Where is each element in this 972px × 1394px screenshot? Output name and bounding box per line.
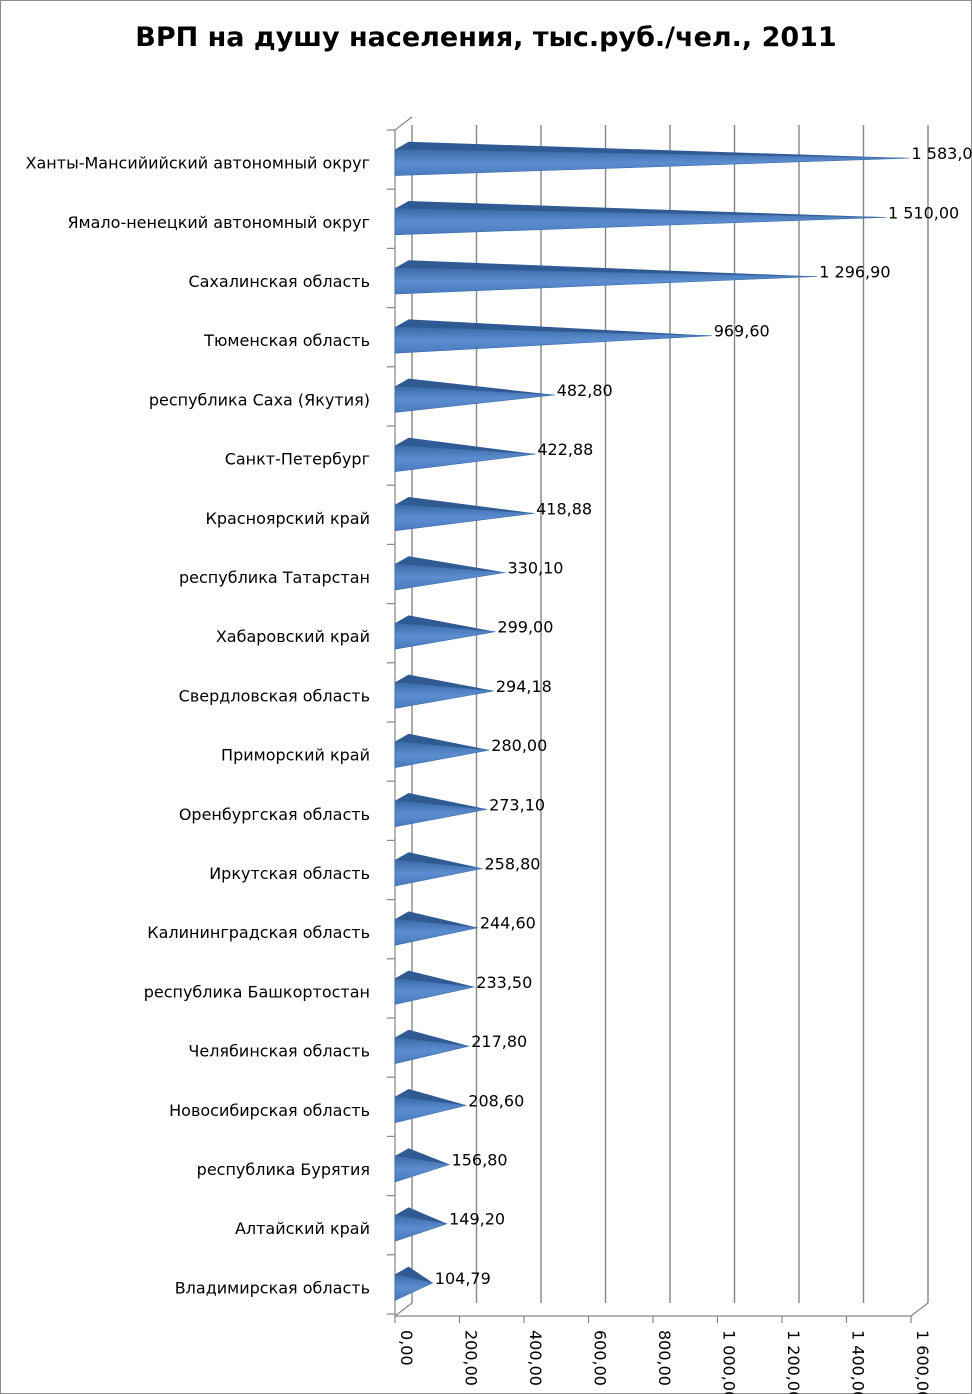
bar-top-face-4	[395, 378, 555, 395]
category-label-9: Свердловская область	[179, 686, 370, 705]
bar-10	[394, 741, 490, 768]
bar-15	[394, 1037, 470, 1064]
x-tick-label-3: 600,00	[591, 1330, 610, 1386]
bar-top-face-19	[395, 1266, 433, 1283]
category-label-0: Ханты-Мансийийский автономный округ	[26, 154, 370, 173]
bar-14	[394, 978, 475, 1005]
value-label-11: 273,10	[489, 795, 545, 814]
category-label-11: Оренбургская область	[179, 805, 370, 824]
value-label-6: 418,88	[536, 499, 592, 518]
value-label-9: 294,18	[496, 677, 552, 696]
value-label-13: 244,60	[480, 914, 536, 933]
category-label-19: Владимирская область	[175, 1278, 370, 1297]
value-label-19: 104,79	[435, 1269, 491, 1288]
bar-3	[394, 326, 712, 354]
category-label-14: республика Башкортостан	[144, 982, 370, 1001]
x-tick-label-7: 1 400,00	[849, 1330, 868, 1394]
value-label-14: 233,50	[476, 973, 532, 992]
y-axis-top-depth	[394, 116, 413, 131]
bar-12	[394, 859, 483, 887]
category-label-10: Приморский край	[221, 746, 370, 765]
bar-13	[394, 918, 478, 946]
category-label-13: Калининградская область	[147, 923, 370, 942]
value-label-5: 422,88	[537, 440, 593, 459]
bar-top-face-1	[395, 201, 886, 218]
category-label-3: Тюменская область	[203, 331, 370, 350]
value-label-18: 149,20	[449, 1210, 505, 1229]
value-label-2: 1 296,90	[819, 263, 890, 282]
value-label-8: 299,00	[497, 618, 553, 637]
bar-7	[394, 563, 506, 591]
bar-top-face-18	[395, 1207, 448, 1224]
bar-top-face-14	[395, 970, 475, 987]
value-label-17: 156,80	[452, 1151, 508, 1170]
value-label-7: 330,10	[507, 559, 563, 578]
bar-1	[394, 208, 886, 236]
bar-top-face-10	[395, 733, 490, 751]
x-tick-label-0: 0,00	[397, 1330, 416, 1366]
category-label-2: Сахалинская область	[188, 272, 370, 291]
bar-top-face-2	[395, 260, 818, 277]
value-label-1: 1 510,00	[888, 203, 959, 222]
x-tick-label-1: 200,00	[462, 1330, 481, 1386]
bar-top-face-16	[395, 1089, 467, 1106]
bar-top-face-15	[395, 1029, 470, 1047]
bar-6	[394, 504, 535, 532]
value-label-15: 217,80	[471, 1032, 527, 1051]
bar-16	[394, 1096, 467, 1124]
bar-4	[394, 386, 555, 413]
x-tick-label-4: 800,00	[655, 1330, 674, 1386]
bar-top-face-17	[395, 1148, 450, 1165]
category-label-15: Челябинская область	[188, 1042, 370, 1061]
floor-right-edge	[910, 1302, 929, 1317]
x-tick-label-2: 400,00	[526, 1330, 545, 1386]
category-label-5: Санкт-Петербург	[225, 450, 370, 469]
category-label-6: Красноярский край	[205, 509, 370, 528]
bar-top-face-3	[395, 319, 712, 336]
chart-title: ВРП на душу населения, тыс.руб./чел., 20…	[135, 22, 837, 53]
bar-0	[394, 149, 910, 176]
floor-left-edge	[394, 1302, 413, 1317]
value-label-10: 280,00	[491, 736, 547, 755]
bar-top-face-13	[395, 911, 478, 928]
category-label-4: республика Саха (Якутия)	[149, 390, 370, 409]
category-label-8: Хабаровский край	[216, 627, 370, 646]
x-tick-label-8: 1 600,00	[913, 1330, 932, 1394]
bar-top-face-6	[395, 497, 535, 514]
value-label-16: 208,60	[468, 1091, 524, 1110]
bar-top-face-5	[395, 437, 536, 455]
bar-17	[394, 1155, 450, 1183]
category-label-7: республика Татарстан	[179, 568, 370, 587]
bar-top-face-8	[395, 615, 496, 632]
category-label-16: Новосибирская область	[169, 1101, 370, 1120]
category-label-17: республика Бурятия	[197, 1160, 370, 1179]
bar-2	[394, 267, 818, 295]
bar-top-face-0	[395, 141, 910, 159]
bar-top-face-12	[395, 852, 483, 869]
bar-8	[394, 622, 496, 650]
x-tick-label-5: 1 000,00	[720, 1330, 739, 1394]
bar-top-face-7	[395, 556, 506, 573]
bar-11	[394, 800, 488, 828]
bar-5	[394, 445, 536, 472]
value-label-0: 1 583,00	[912, 144, 972, 163]
bar-9	[394, 682, 494, 709]
bar-19	[394, 1274, 434, 1301]
category-label-18: Алтайский край	[235, 1219, 370, 1238]
value-label-12: 258,80	[484, 855, 540, 874]
category-label-12: Иркутская область	[209, 864, 370, 883]
bar-top-face-11	[395, 793, 488, 810]
value-label-3: 969,60	[714, 322, 770, 341]
value-label-4: 482,80	[557, 381, 613, 400]
bar-top-face-9	[395, 674, 494, 691]
category-label-1: Ямало-ненецкий автономный округ	[67, 213, 370, 232]
x-tick-label-6: 1 200,00	[784, 1330, 803, 1394]
bar-18	[394, 1214, 448, 1242]
